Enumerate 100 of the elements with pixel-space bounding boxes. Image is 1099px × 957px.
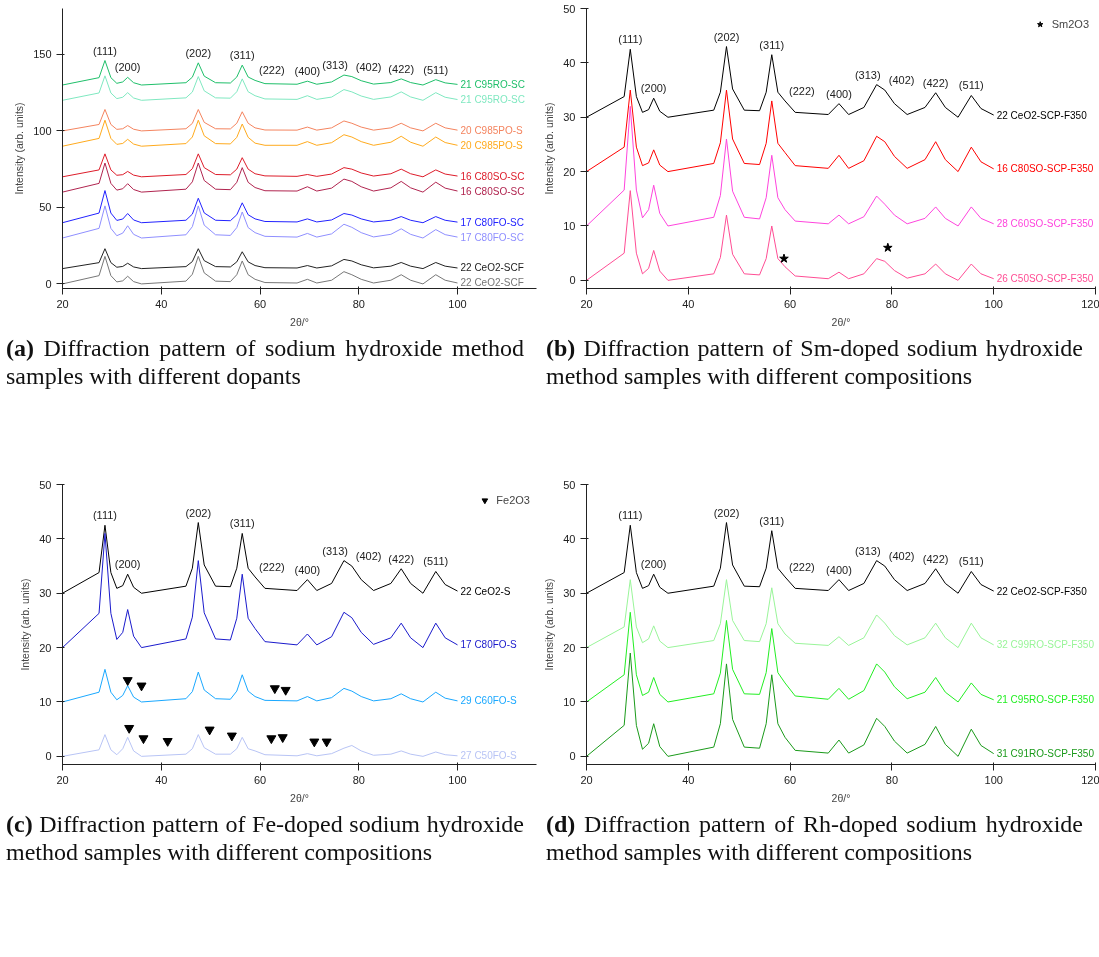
series-label: 17 C80FO-SC bbox=[460, 231, 524, 243]
line-series bbox=[62, 190, 458, 224]
annotation: (111) bbox=[92, 44, 117, 57]
y-tick-label: 50 bbox=[563, 478, 576, 491]
y-tick-label: 40 bbox=[563, 56, 576, 69]
series-label: 22 CeO2-SCF bbox=[460, 262, 524, 274]
annotation: (200) bbox=[640, 558, 667, 571]
x-tick-label: 100 bbox=[984, 773, 1003, 786]
series-label: 29 C60FO-S bbox=[460, 695, 517, 707]
y-tick-label: 50 bbox=[563, 2, 576, 15]
annotation: (313) bbox=[322, 544, 348, 557]
annotation: (222) bbox=[789, 560, 815, 573]
text: (c) Diffraction pattern of Fe-doped sodium hydroxide method samples with different compositions bbox=[6, 810, 524, 867]
y-tick-label: 0 bbox=[569, 274, 576, 287]
line-series bbox=[62, 205, 458, 239]
point bbox=[204, 726, 215, 736]
annotation: (202) bbox=[185, 506, 212, 519]
x-tick-label: 40 bbox=[155, 297, 168, 310]
point bbox=[124, 724, 135, 734]
legend-label: Fe2O3 bbox=[496, 494, 530, 506]
annotation: (202) bbox=[713, 506, 740, 519]
series-label: 16 C80SO-SC bbox=[460, 170, 525, 182]
line-series bbox=[62, 162, 458, 193]
line-series bbox=[62, 108, 458, 132]
x-axis-title: 2θ/° bbox=[290, 791, 309, 804]
annotation: (511) bbox=[423, 555, 449, 568]
annotation: (222) bbox=[259, 64, 285, 77]
line-series bbox=[62, 60, 458, 86]
text: (a) Diffraction pattern of sodium hydroxide method samples with different dopants bbox=[6, 334, 524, 391]
annotation: (511) bbox=[958, 79, 984, 92]
y-tick-label: 30 bbox=[563, 587, 576, 600]
line-series bbox=[62, 119, 458, 147]
x-axis-title: 2θ/° bbox=[831, 315, 851, 328]
x-tick-label: 40 bbox=[155, 773, 168, 786]
annotation: (400) bbox=[826, 87, 852, 100]
point bbox=[269, 685, 280, 695]
x-tick-label: 80 bbox=[352, 297, 365, 310]
x-tick-label: 100 bbox=[448, 297, 467, 310]
annotation: (311) bbox=[759, 38, 785, 51]
x-tick-label: 60 bbox=[783, 773, 797, 786]
y-tick-label: 150 bbox=[33, 48, 52, 61]
annotation: (402) bbox=[888, 74, 915, 87]
y-tick-label: 0 bbox=[45, 750, 52, 763]
annotation: (511) bbox=[423, 63, 449, 76]
line-series bbox=[586, 105, 995, 227]
x-axis-title: 2θ/° bbox=[290, 315, 309, 328]
annotation: (400) bbox=[294, 563, 321, 576]
annotation: (422) bbox=[388, 552, 415, 565]
y-tick-label: 20 bbox=[563, 641, 576, 654]
x-tick-label: 20 bbox=[580, 773, 593, 786]
annotation: (311) bbox=[229, 517, 255, 530]
annotation: (400) bbox=[294, 65, 321, 78]
series-label: 20 C985PO-S bbox=[460, 139, 524, 151]
line-series bbox=[62, 668, 458, 703]
point bbox=[277, 734, 288, 744]
point bbox=[136, 682, 147, 692]
y-tick-label: 20 bbox=[39, 641, 52, 654]
x-tick-label: 80 bbox=[352, 773, 365, 786]
annotation: (313) bbox=[854, 68, 881, 81]
annotation: (313) bbox=[322, 59, 348, 72]
text: (d) Diffraction pattern of Rh-doped sodium hydroxide method samples with different compositions bbox=[546, 810, 1083, 867]
annotation: (111) bbox=[92, 509, 117, 522]
annotation: (222) bbox=[259, 560, 285, 573]
y-tick-label: 10 bbox=[563, 219, 576, 232]
x-tick-label: 60 bbox=[253, 773, 267, 786]
text: (b) Diffraction pattern of Sm-doped sodium hydroxide method samples with different compositions bbox=[546, 334, 1083, 391]
line-series bbox=[586, 652, 995, 757]
line-series bbox=[586, 579, 995, 649]
series-label: 20 C985PO-S bbox=[460, 124, 524, 136]
y-tick-label: 10 bbox=[39, 695, 52, 708]
series-label: 16 C80SO-SCP-F350 bbox=[996, 163, 1094, 175]
series-label: 17 C80FO-S bbox=[460, 639, 517, 651]
x-tick-label: 60 bbox=[783, 297, 797, 310]
x-tick-label: 100 bbox=[448, 773, 467, 786]
x-tick-label: 20 bbox=[56, 297, 69, 310]
line-series bbox=[62, 532, 458, 649]
x-tick-label: 80 bbox=[885, 773, 899, 786]
annotation: (111) bbox=[618, 33, 643, 46]
y-tick-label: 0 bbox=[569, 750, 576, 763]
line-series bbox=[62, 153, 458, 178]
point bbox=[266, 735, 277, 745]
series-label: 16 C80SO-SC bbox=[460, 185, 525, 197]
annotation: (313) bbox=[854, 544, 881, 557]
annotation: (311) bbox=[759, 514, 785, 527]
annotation: (422) bbox=[388, 62, 415, 75]
x-tick-label: 120 bbox=[1081, 773, 1099, 786]
annotation: (402) bbox=[355, 550, 382, 563]
y-tick-label: 30 bbox=[563, 111, 576, 124]
point bbox=[162, 738, 173, 747]
series-label: 21 C95RO-SC bbox=[460, 94, 525, 106]
point bbox=[138, 735, 149, 745]
point bbox=[122, 677, 133, 686]
series-label: 22 CeO2-SCP-F350 bbox=[996, 109, 1088, 121]
annotation: (511) bbox=[958, 555, 984, 568]
point bbox=[309, 738, 320, 748]
series-label: 22 CeO2-S bbox=[460, 585, 511, 597]
series-label: 17 C80FO-SC bbox=[460, 216, 524, 228]
line-series bbox=[586, 611, 995, 703]
series-label: 27 C50FO-S bbox=[460, 750, 517, 762]
annotation: (200) bbox=[640, 82, 667, 95]
